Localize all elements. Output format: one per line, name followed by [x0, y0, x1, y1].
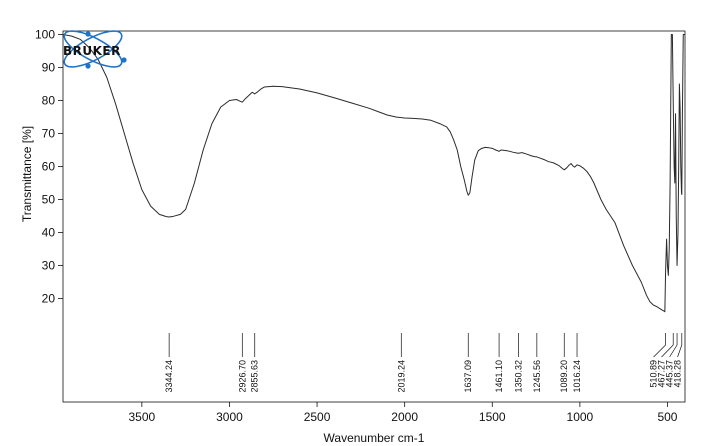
- x-tick-label: 1500: [479, 410, 506, 424]
- plot-frame: [62, 30, 686, 403]
- peak-label: 418.28: [673, 360, 683, 388]
- y-axis-title: Transmittance [%]: [20, 126, 34, 222]
- x-tick-label: 2500: [304, 410, 331, 424]
- spectrum-series-line: [62, 34, 685, 313]
- x-tick-label: 2000: [391, 410, 418, 424]
- y-tick-label: 80: [42, 94, 56, 108]
- peak-markers: 3344.24 2926.70 2855.63 2019.24 1637.09 1461.…: [164, 333, 683, 393]
- y-tick-label: 60: [42, 160, 56, 174]
- peak-label: 2926.70: [237, 360, 247, 393]
- y-tick-label: 20: [42, 292, 56, 306]
- peak-label: 1461.10: [494, 360, 504, 393]
- x-axis: 3500 3000 2500 2000 1500 1000 500: [128, 402, 678, 424]
- y-tick-label: 90: [42, 61, 56, 75]
- peak-label: 1350.32: [514, 360, 524, 393]
- x-tick-label: 500: [657, 410, 677, 424]
- peak-marker-connector: [653, 344, 666, 358]
- peak-label: 1089.20: [559, 360, 569, 393]
- y-axis: 20 30 40 50 60 70 80 90 100: [35, 28, 63, 306]
- x-tick-label: 1000: [567, 410, 594, 424]
- y-tick-label: 30: [42, 259, 56, 273]
- peak-label: 445.37: [665, 360, 675, 388]
- y-tick-label: 50: [42, 193, 56, 207]
- peak-label: 2019.24: [396, 360, 406, 393]
- peak-label: 1016.24: [572, 360, 582, 393]
- y-tick-label: 70: [42, 127, 56, 141]
- atom-orbit-icon: [63, 30, 127, 69]
- x-axis-title: Wavenumber cm-1: [324, 431, 425, 445]
- y-tick-label: 40: [42, 226, 56, 240]
- peak-label: 3344.24: [164, 360, 174, 393]
- peak-marker-connector: [661, 344, 674, 358]
- peak-label: 1637.09: [463, 360, 473, 393]
- peak-label: 2855.63: [250, 360, 260, 393]
- peak-label: 467.27: [657, 360, 667, 388]
- bruker-logo-text: BRUKER: [63, 44, 121, 58]
- x-tick-label: 3500: [128, 410, 155, 424]
- peak-marker-connector: [669, 344, 678, 358]
- peak-marker-connector: [677, 344, 683, 358]
- bruker-logo: BRUKER: [63, 30, 127, 69]
- y-tick-label: 100: [35, 28, 55, 42]
- x-tick-label: 3000: [216, 410, 243, 424]
- peak-label: 1245.56: [532, 360, 542, 393]
- peak-label: 510.89: [649, 360, 659, 388]
